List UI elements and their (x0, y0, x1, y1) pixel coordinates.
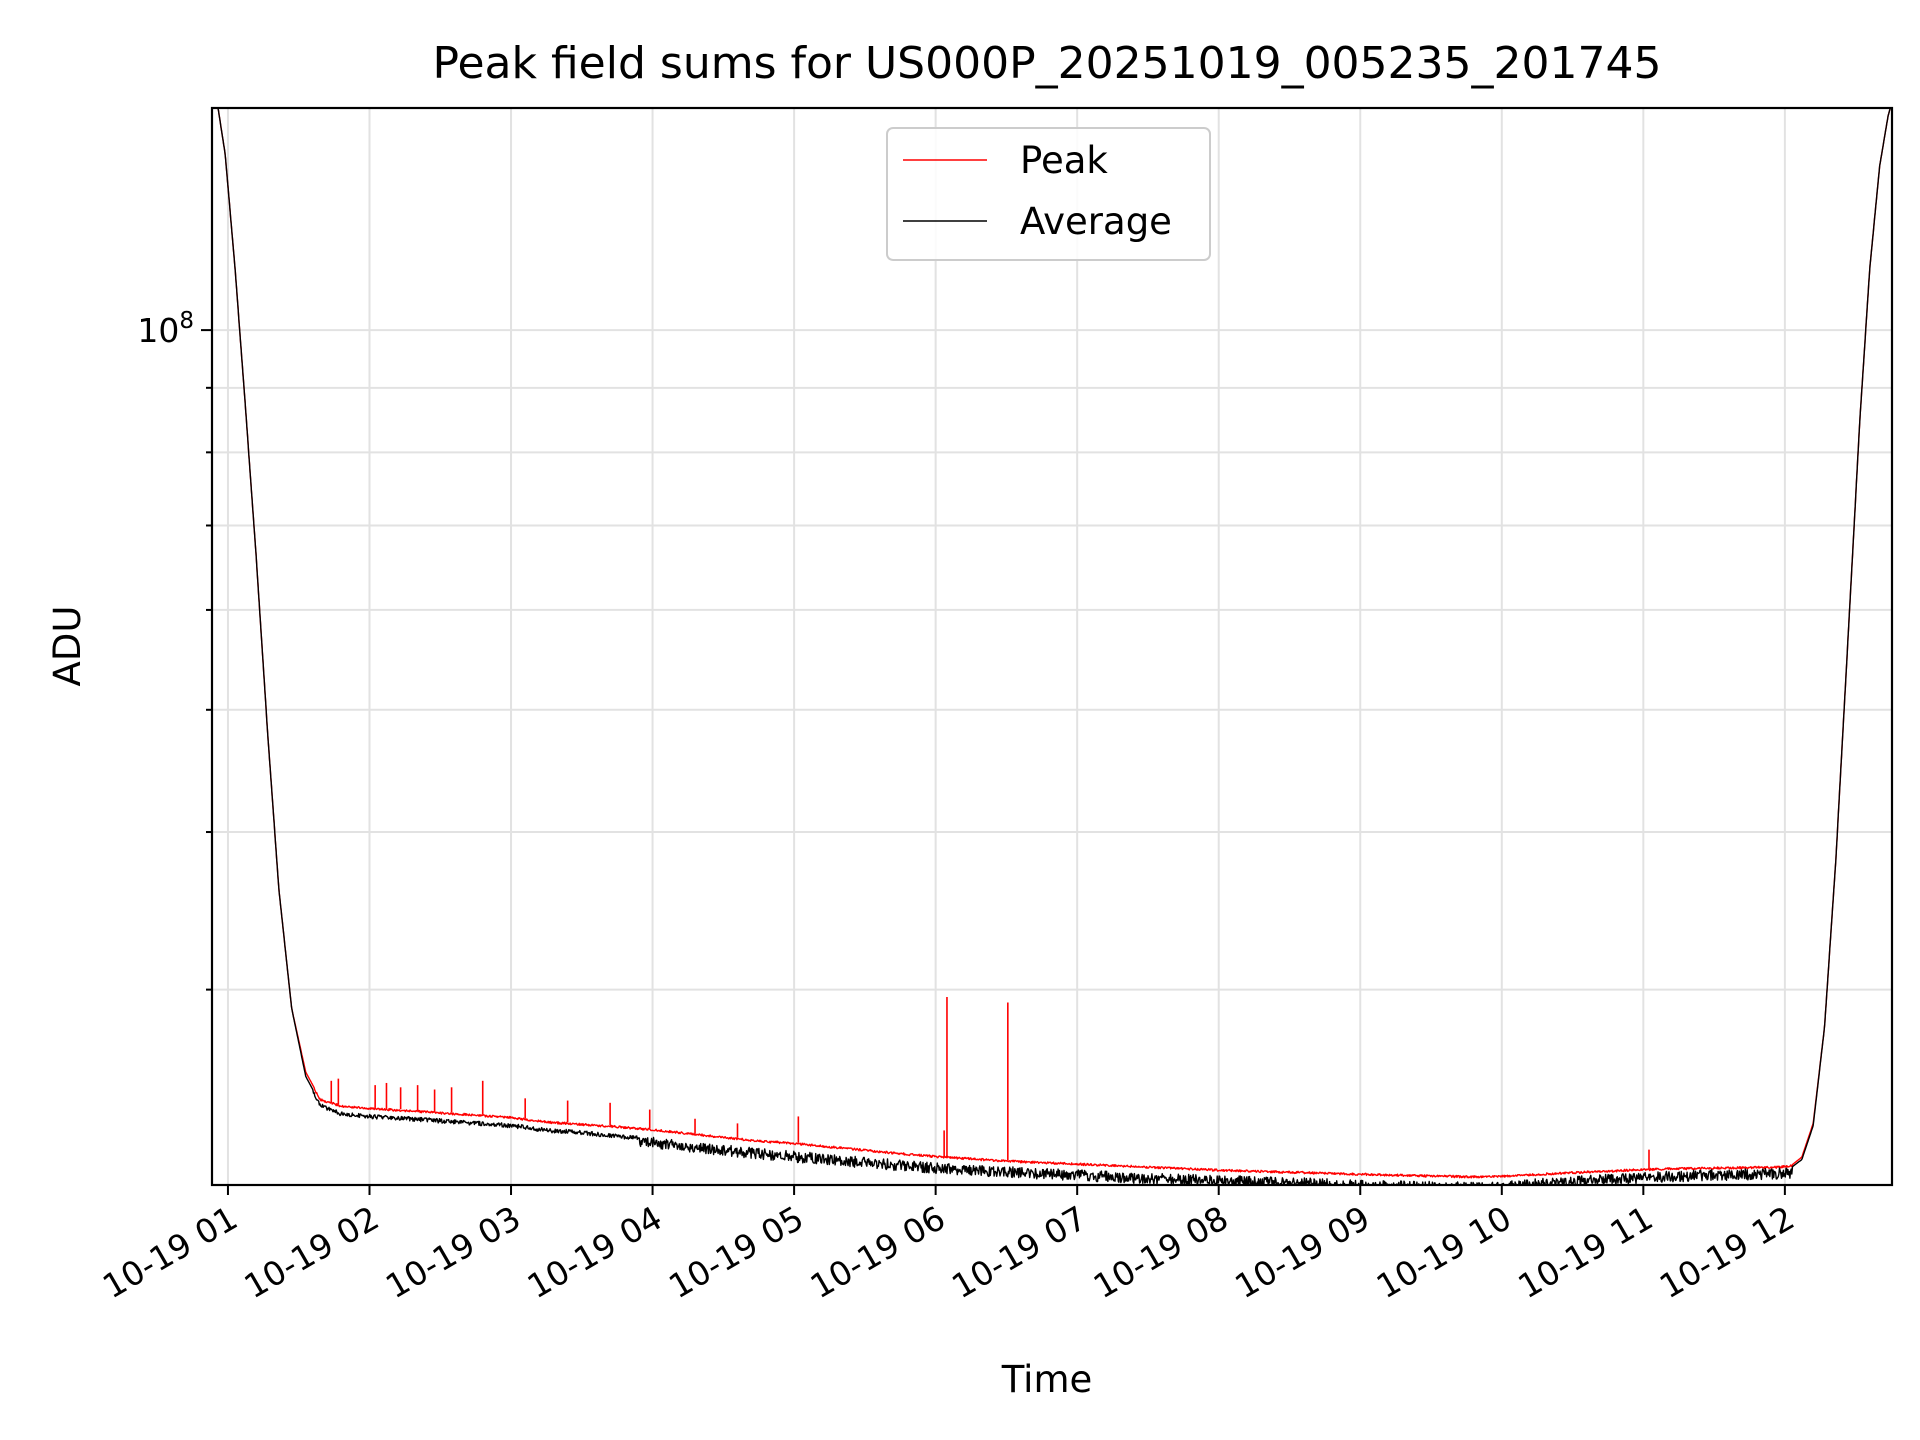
series-layer (217, 108, 1892, 1185)
grid (212, 108, 1892, 1185)
y-tick-label-exponent: 8 (179, 308, 194, 334)
chart-title: Peak field sums for US000P_20251019_0052… (433, 38, 1662, 89)
y-axis-label: ADU (46, 606, 89, 687)
plot-background (212, 108, 1892, 1185)
series-line-peak (217, 108, 1892, 1179)
y-tick-label: 108 (137, 308, 194, 350)
legend-label-average: Average (1020, 200, 1172, 243)
y-tick-label-base: 10 (137, 311, 179, 350)
series-line-average (217, 108, 1892, 1185)
legend: Peak Average (886, 127, 1211, 261)
plot-frame (210, 106, 1894, 1187)
x-axis-label: Time (1001, 1358, 1093, 1401)
legend-label-peak: Peak (1020, 139, 1108, 182)
legend-box (886, 127, 1211, 261)
